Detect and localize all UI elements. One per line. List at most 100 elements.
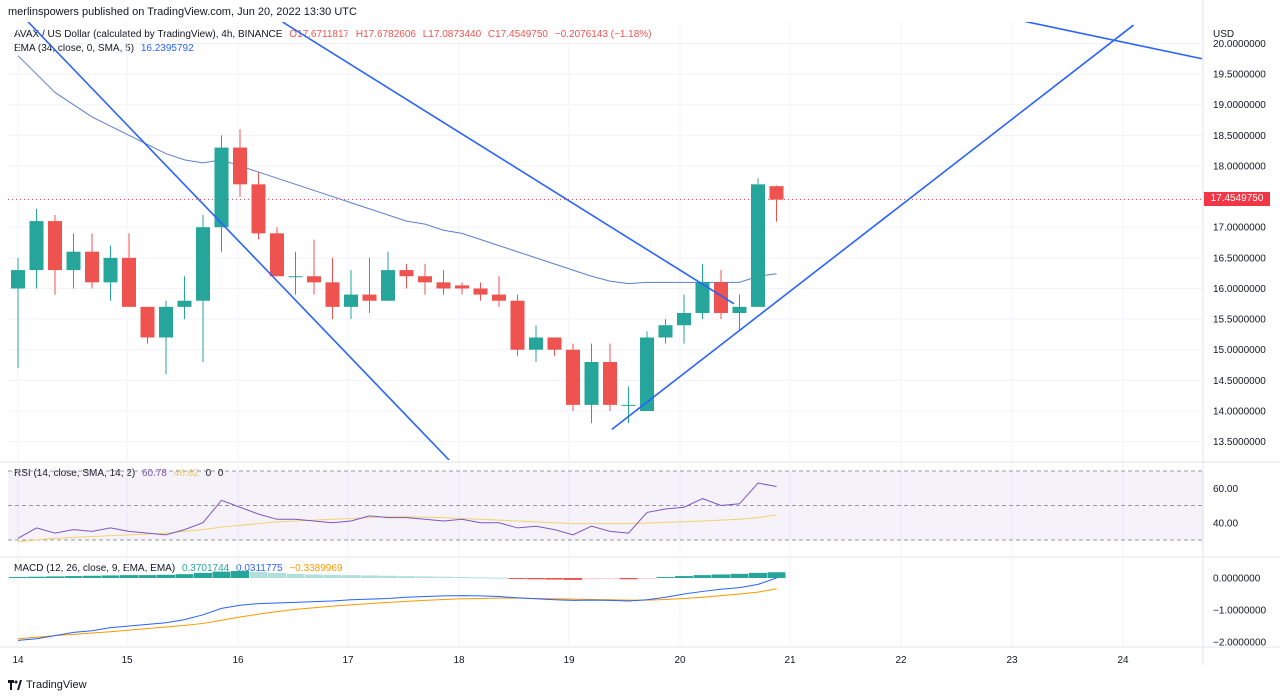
macd-histogram-bar (323, 574, 342, 578)
candle (640, 331, 654, 411)
x-tick-label: 17 (342, 655, 354, 666)
price-tick-label: 15.0000000 (1213, 345, 1266, 356)
currency-label: USD (1213, 29, 1234, 40)
x-tick-label: 23 (1006, 655, 1018, 666)
price-tick-label: 16.5000000 (1213, 253, 1266, 264)
candle (85, 233, 99, 289)
x-tick-label: 20 (674, 655, 686, 666)
candle-body (140, 306, 155, 338)
x-tick-label: 15 (121, 655, 133, 666)
price-tick-label: 16.0000000 (1213, 284, 1266, 295)
candle-body (159, 306, 173, 338)
macd-histogram-bar (138, 575, 157, 578)
macd-histogram-bar (157, 574, 175, 578)
candle-body (103, 257, 118, 283)
candle (714, 270, 728, 320)
candle-body (307, 276, 321, 283)
candle (695, 263, 710, 320)
rsi-legend: RSI (14, close, SMA, 14, 2) 60.78 46.62 … (14, 467, 227, 480)
macd-histogram-bar (601, 578, 619, 579)
macd-histogram-bar (212, 571, 231, 578)
candle (251, 172, 266, 240)
candle (177, 276, 192, 320)
candle (196, 214, 210, 362)
macd-histogram-bar (471, 577, 490, 579)
macd-histogram-bar (342, 575, 360, 578)
rsi-value: 60.78 (141, 468, 167, 479)
macd-histogram-bar (64, 576, 83, 578)
rsi-tick-label: 60.00 (1213, 484, 1238, 495)
rsi-line (17, 482, 777, 539)
candle-body (603, 361, 617, 405)
last-price-tag: 17.4549750 (1204, 192, 1270, 207)
x-tick-label: 21 (784, 655, 796, 666)
price-tick-label: 20.0000000 (1213, 39, 1266, 50)
candle (66, 233, 81, 289)
candle-body (732, 306, 747, 313)
macd-tick-label: −1.0000000 (1213, 606, 1267, 617)
candle-body (436, 282, 451, 289)
macd-histogram-bar (527, 578, 545, 580)
hist-value: −0.3389969 (289, 563, 343, 574)
tradingview-logo-icon (8, 680, 22, 690)
symbol-label: AVAX / US Dollar (calculated by TradingV… (14, 29, 283, 40)
candle (11, 257, 25, 369)
macd-histogram-bar (194, 572, 212, 578)
candle-body (251, 184, 266, 234)
rsi-extra-1: 0 (205, 468, 212, 479)
candle (603, 343, 617, 411)
candle (769, 185, 784, 222)
macd-tick-label: 0.0000000 (1213, 574, 1261, 585)
macd-histogram-bar (27, 576, 46, 578)
candle (510, 294, 525, 356)
x-tick-label: 16 (232, 655, 244, 666)
macd-histogram-bar (434, 576, 453, 578)
symbol-legend: AVAX / US Dollar (calculated by TradingV… (14, 28, 656, 41)
candle-body (714, 282, 728, 313)
candle (455, 282, 469, 295)
macd-histogram-bar (675, 576, 693, 578)
candle (344, 270, 358, 320)
candle-body (473, 288, 488, 295)
ema-label: EMA (34, close, 0, SMA, 5) (14, 43, 135, 54)
candle-body (769, 186, 784, 200)
candle (140, 306, 155, 344)
x-tick-label: 18 (453, 655, 465, 666)
candle (399, 263, 414, 289)
close-value: C17.4549750 (487, 29, 548, 40)
x-tick-label: 24 (1117, 655, 1129, 666)
brand-label: TradingView (26, 679, 87, 691)
macd-histogram-bar (120, 575, 138, 578)
candle-body (288, 276, 303, 278)
rsi-ma-line (17, 514, 777, 543)
candle (658, 319, 673, 344)
macd-histogram-bar (360, 575, 379, 578)
candle-body (584, 361, 599, 405)
low-value: L17.0873440 (422, 29, 482, 40)
macd-tick-label: −2.0000000 (1213, 638, 1267, 649)
macd-legend: MACD (12, 26, close, 9, EMA, EMA) 0.3701… (14, 562, 346, 575)
candle (48, 214, 62, 295)
trendline (1023, 22, 1203, 60)
candle-body (11, 270, 25, 289)
price-tick-label: 15.5000000 (1213, 315, 1266, 326)
macd-histogram-bar (231, 570, 249, 578)
candle-body (455, 285, 469, 289)
macd-line (17, 577, 777, 641)
macd-histogram-bar (9, 577, 27, 579)
candle-body (196, 227, 210, 301)
candle (751, 178, 765, 307)
candle (529, 325, 543, 362)
price-tick-label: 17.0000000 (1213, 223, 1266, 234)
candle-body (344, 294, 358, 307)
macd-histogram-bar (749, 572, 767, 578)
candle-body (48, 221, 62, 271)
price-tick-label: 14.0000000 (1213, 406, 1266, 417)
candle-body (418, 276, 432, 283)
candle-body (29, 221, 44, 271)
macd-histogram-bar (545, 578, 564, 580)
candle (270, 227, 284, 277)
macd-histogram-bar (268, 572, 286, 578)
macd-histogram-bar (397, 576, 416, 578)
